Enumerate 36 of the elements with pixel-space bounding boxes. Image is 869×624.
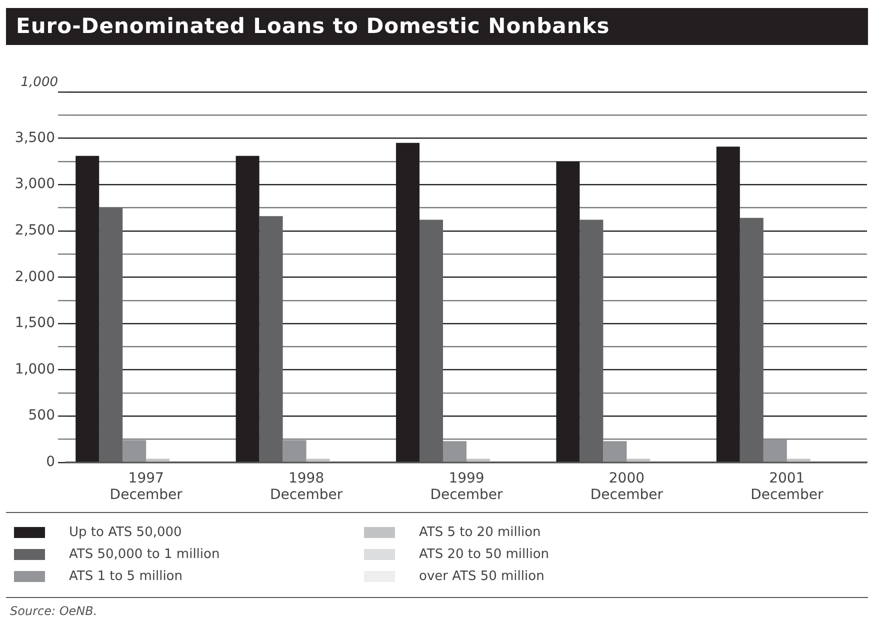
x-tick-label: 1997 December [110,470,183,504]
bar [763,439,787,462]
bar [580,220,604,462]
bar [626,458,650,462]
y-tick-label: 0 [46,454,55,470]
legend-label: ATS 20 to 50 million [419,546,550,562]
legend-label: Up to ATS 50,000 [69,524,182,540]
y-tick-label: 2,000 [14,268,55,285]
legend-label: over ATS 50 million [419,568,544,584]
bar [146,458,170,462]
bar [99,208,123,462]
bar [786,458,810,462]
y-tick-label: 2,500 [14,222,55,239]
bar [466,458,490,462]
legend-label: ATS 5 to 20 million [419,524,541,540]
legend-label: ATS 50,000 to 1 million [69,546,220,562]
bar [259,216,283,462]
x-tick-label: 1999 December [430,470,504,504]
chart-title: Euro-Denominated Loans to Domestic Nonbanks [6,8,868,45]
y-tick-label: 1,000 [14,361,55,378]
bar [306,458,330,462]
bar [603,441,627,462]
x-tick-label: 1998 December [270,470,343,504]
legend-label: ATS 1 to 5 million [69,568,183,584]
y-tick-label: 500 [28,408,55,424]
bar [740,218,764,462]
x-tick-label: 2000 December [590,470,664,504]
y-tick-label: 3,000 [14,176,55,192]
bar [443,441,466,462]
y-tick-label: 3,500 [14,130,55,146]
bar [282,440,306,462]
source-note: Source: OeNB. [10,604,98,618]
x-tick-label: 2001 December [750,470,824,504]
y-tick-label: 1,500 [14,315,55,332]
bar [420,220,444,462]
bar [122,440,146,462]
